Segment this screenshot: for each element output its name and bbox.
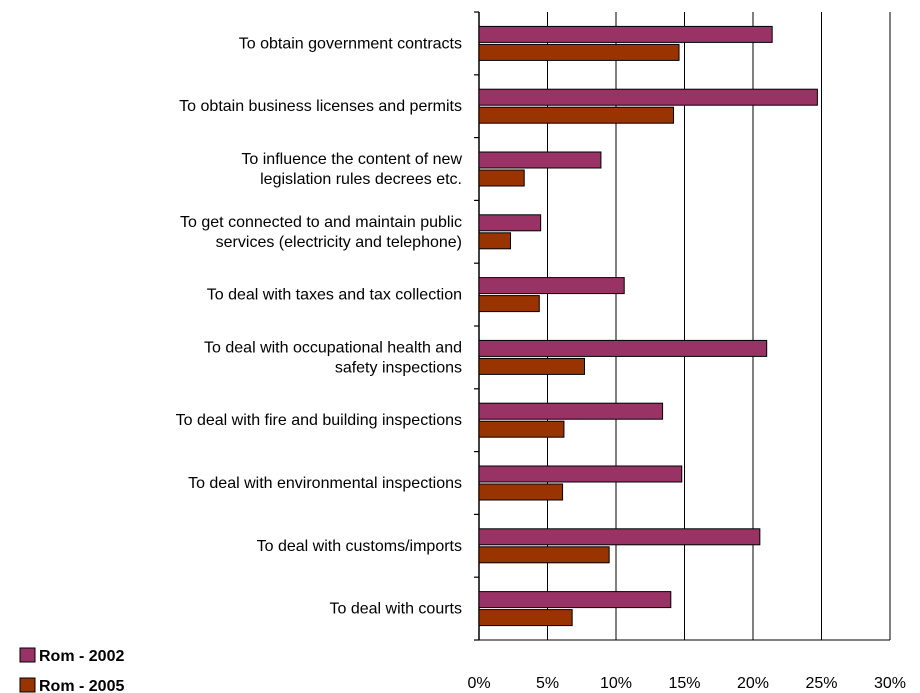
category-label: To deal with environmental inspections	[188, 475, 462, 492]
x-tick-label: 15%	[668, 675, 700, 692]
bar-2005	[478, 295, 540, 313]
legend-swatch	[19, 677, 36, 693]
bar-2005	[478, 169, 525, 187]
category-label: To deal with taxes and tax collection	[207, 287, 462, 304]
bar-2002	[478, 591, 672, 609]
legend-label: Rom - 2002	[39, 648, 124, 665]
x-tick-label: 10%	[600, 675, 632, 692]
x-tick-label: 5%	[536, 675, 559, 692]
bar-2005	[478, 106, 675, 124]
bar-2005	[478, 546, 610, 564]
legend-swatch	[19, 647, 36, 663]
category-label: legislation rules decrees etc.	[260, 171, 462, 188]
bar-2002	[478, 528, 761, 546]
category-label: To deal with occupational health and	[204, 339, 462, 356]
bar-2002	[478, 339, 768, 357]
category-label: services (electricity and telephone)	[216, 234, 462, 251]
x-tick-label: 25%	[805, 675, 837, 692]
bar-2005	[478, 483, 564, 501]
category-label: To deal with courts	[329, 601, 462, 618]
bar-2002	[478, 465, 683, 483]
bar-2005	[478, 420, 565, 438]
category-label: To obtain government contracts	[239, 35, 462, 52]
category-label: To obtain business licenses and permits	[179, 98, 462, 115]
bar-2002	[478, 402, 664, 420]
bar-2005	[478, 43, 680, 61]
category-label: safety inspections	[335, 359, 462, 376]
bar-2002	[478, 214, 542, 232]
category-label: To influence the content of new	[241, 151, 462, 168]
bar-2005	[478, 609, 573, 627]
bar-2002	[478, 88, 818, 106]
category-label: To deal with customs/imports	[257, 538, 462, 555]
x-tick-label: 30%	[874, 675, 906, 692]
x-tick-label: 0%	[467, 675, 490, 692]
x-tick-label: 20%	[737, 675, 769, 692]
bar-2005	[478, 357, 585, 375]
bar-2002	[478, 25, 773, 43]
legend-label: Rom - 2005	[39, 678, 124, 693]
bar-2002	[478, 151, 602, 169]
category-label: To get connected to and maintain public	[180, 214, 462, 231]
category-label: To deal with fire and building inspectio…	[176, 412, 462, 429]
bar-2002	[478, 277, 625, 295]
bar-2005	[478, 232, 512, 250]
